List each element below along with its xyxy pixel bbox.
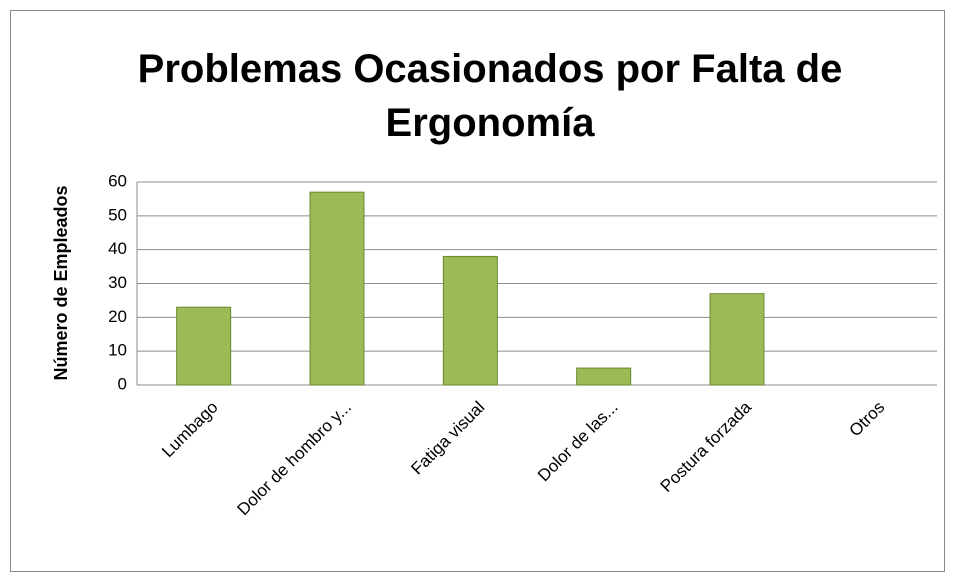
bar (176, 306, 232, 386)
bar (576, 367, 632, 386)
y-tick-label: 10 (108, 341, 127, 360)
y-tick-label: 30 (108, 273, 127, 292)
y-tick-label: 40 (108, 239, 127, 258)
y-axis-label: Número de Empleados (51, 185, 71, 380)
y-tick-label: 0 (118, 374, 127, 393)
chart-title: Problemas Ocasionados por Falta de Ergon… (137, 47, 843, 145)
y-tick-label: 50 (108, 205, 127, 224)
y-tick-label: 20 (108, 307, 127, 326)
bar (309, 191, 365, 386)
bar (709, 293, 765, 386)
y-tick-label: 60 (108, 171, 127, 190)
bar (442, 255, 498, 386)
